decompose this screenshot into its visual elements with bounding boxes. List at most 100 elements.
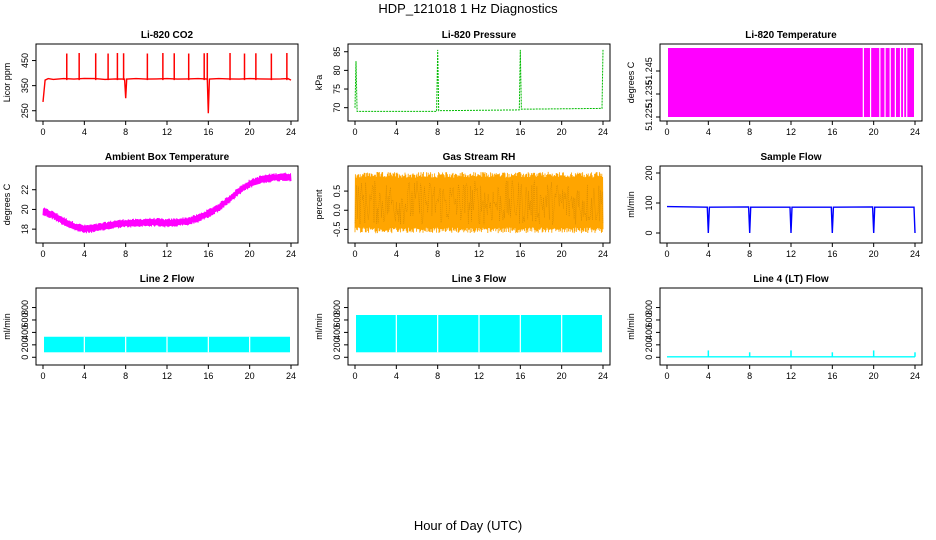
x-tick-label: 8: [123, 371, 128, 381]
panel-3: Ambient Box Temperature degrees C 0 4 8 12 16 2…: [2, 152, 299, 259]
x-tick-label: 0: [664, 249, 669, 259]
panel-5: Sample Flow ml/min 0 4 8 12 16 20 24 0 100 200: [626, 152, 923, 259]
plot-area: [42, 53, 292, 114]
x-tick-label: 8: [435, 371, 440, 381]
plot-area: [667, 350, 916, 358]
panel-1: Li-820 Pressure kPa 0 4 8 12 16 20 24 70 75 80 85: [314, 30, 611, 137]
x-tick-label: 24: [286, 371, 296, 381]
panel-title: Li-820 Temperature: [745, 30, 837, 41]
y-tick-label: 75: [332, 84, 342, 94]
x-tick-label: 4: [82, 127, 87, 137]
y-tick-label: 800: [644, 300, 654, 315]
y-tick-label: 70: [332, 103, 342, 113]
axis-box: [35, 165, 299, 244]
x-tick-label: 12: [786, 249, 796, 259]
panel-4: Gas Stream RH percent 0 4 8 12 16 20 24 -0.5 0.0 0.…: [314, 152, 611, 259]
x-tick-label: 16: [203, 371, 213, 381]
y-axis-label: degrees C: [626, 61, 636, 103]
plot-area: [356, 315, 602, 353]
y-tick-label: 0: [644, 230, 654, 235]
x-tick-label: 4: [394, 371, 399, 381]
data-series: [354, 171, 604, 234]
plot-area: [44, 336, 290, 353]
x-tick-label: 8: [747, 127, 752, 137]
panel-title: Line 2 Flow: [140, 274, 195, 285]
panel-title: Line 3 Flow: [452, 274, 507, 285]
x-tick-label: 24: [598, 127, 608, 137]
x-tick-label: 16: [203, 127, 213, 137]
x-tick-label: 20: [869, 249, 879, 259]
x-tick-label: 16: [827, 127, 837, 137]
y-axis-label: Licor ppm: [2, 63, 12, 103]
data-series-detail: [354, 180, 604, 225]
y-tick-label: 0: [20, 355, 30, 360]
y-tick-label: 450: [20, 53, 30, 68]
y-tick-label: 400: [644, 325, 654, 340]
panel-8: Line 4 (LT) Flow ml/min 0 4 8 12 16 20 24 0 200400…: [626, 274, 923, 381]
figure-title: HDP_121018 1 Hz Diagnostics: [378, 1, 558, 16]
x-tick-label: 24: [910, 249, 920, 259]
panel-title: Li-820 CO2: [141, 30, 194, 41]
x-tick-label: 12: [162, 127, 172, 137]
x-tick-label: 8: [435, 249, 440, 259]
panel-title: Gas Stream RH: [443, 152, 516, 163]
x-tick-label: 20: [869, 127, 879, 137]
y-tick-label: 0.0: [332, 204, 342, 217]
y-tick-label: 350: [20, 78, 30, 93]
x-tick-label: 16: [827, 249, 837, 259]
y-tick-label: 18: [20, 224, 30, 234]
x-tick-label: 20: [557, 249, 567, 259]
panel-title: Ambient Box Temperature: [105, 152, 230, 163]
x-tick-label: 4: [82, 371, 87, 381]
y-tick-label: 250: [20, 103, 30, 118]
y-axis-label: percent: [314, 189, 324, 220]
x-tick-label: 24: [910, 127, 920, 137]
axis-box: [347, 43, 611, 122]
plot-area: [354, 49, 604, 112]
y-tick-label: 85: [332, 47, 342, 57]
data-series: [42, 77, 292, 114]
x-tick-label: 4: [706, 249, 711, 259]
panel-title: Sample Flow: [760, 152, 821, 163]
x-tick-label: 20: [557, 127, 567, 137]
x-tick-label: 0: [40, 249, 45, 259]
y-tick-label: 51.235: [644, 80, 654, 108]
x-tick-label: 24: [910, 371, 920, 381]
x-tick-label: 16: [515, 127, 525, 137]
x-tick-label: 4: [706, 127, 711, 137]
x-tick-label: 24: [286, 127, 296, 137]
x-tick-label: 12: [474, 127, 484, 137]
y-tick-label: 600: [20, 312, 30, 327]
x-tick-label: 0: [352, 371, 357, 381]
data-series: [354, 49, 604, 112]
y-tick-label: 200: [20, 337, 30, 352]
x-tick-label: 4: [82, 249, 87, 259]
y-tick-label: 51.245: [644, 57, 654, 85]
axis-box: [35, 43, 299, 122]
y-tick-label: 200: [644, 337, 654, 352]
x-tick-label: 24: [286, 249, 296, 259]
x-tick-label: 12: [162, 249, 172, 259]
x-tick-label: 8: [123, 249, 128, 259]
y-tick-label: 0.5: [332, 185, 342, 198]
data-fill: [668, 48, 914, 117]
panel-title: Line 4 (LT) Flow: [753, 274, 829, 285]
panel-2: Li-820 Temperature degrees C 0 4 8 12 16 20 24 51…: [626, 30, 923, 137]
y-tick-label: 22: [20, 185, 30, 195]
y-tick-label: 51.225: [644, 103, 654, 131]
y-axis-label: degrees C: [2, 183, 12, 225]
y-tick-label: 100: [644, 195, 654, 210]
x-tick-label: 12: [474, 249, 484, 259]
x-tick-label: 12: [786, 127, 796, 137]
x-tick-label: 4: [706, 371, 711, 381]
plot-area: [668, 48, 914, 117]
y-tick-label: 400: [20, 325, 30, 340]
y-axis-label: ml/min: [2, 313, 12, 340]
x-tick-label: 24: [598, 249, 608, 259]
y-tick-label: 400: [332, 325, 342, 340]
y-axis-label: ml/min: [626, 191, 636, 218]
x-tick-label: 0: [664, 371, 669, 381]
y-tick-label: 200: [644, 165, 654, 180]
y-tick-label: 0: [332, 355, 342, 360]
